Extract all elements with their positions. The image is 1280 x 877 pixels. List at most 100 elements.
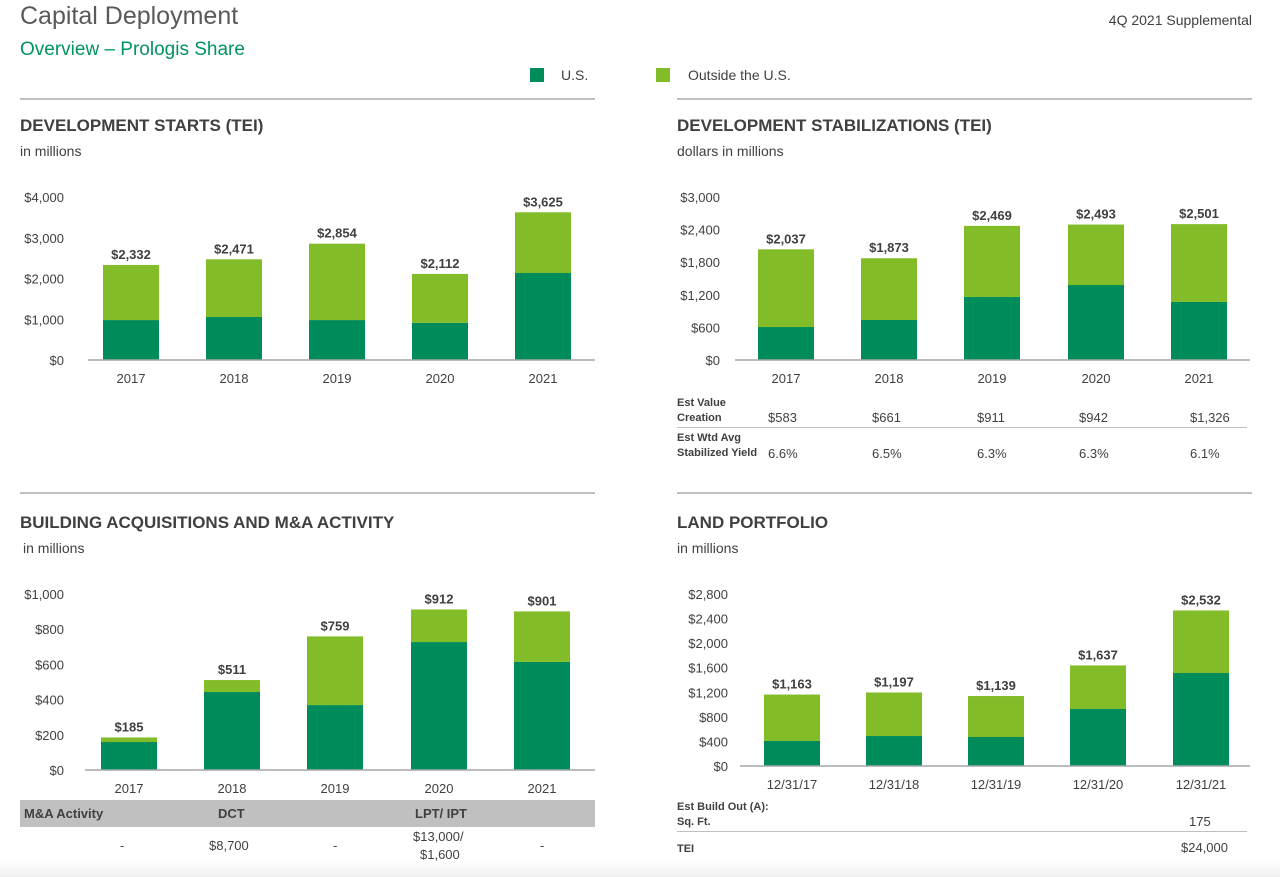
ma-value: -	[333, 838, 338, 853]
x-tick-label: 2021	[528, 781, 557, 796]
bar-segment-us	[964, 296, 1020, 360]
divider	[677, 427, 1247, 428]
tei-value: $24,000	[1181, 840, 1228, 855]
y-tick-label: $2,800	[688, 587, 728, 602]
bar-segment-us	[103, 320, 159, 360]
y-tick-label: $3,000	[24, 231, 64, 246]
x-tick-label: 2017	[772, 371, 801, 386]
row-label: Est Wtd Avg Stabilized Yield	[677, 432, 758, 459]
ma-value: $13,000/	[413, 829, 464, 844]
ma-dct-label: DCT	[218, 806, 245, 821]
y-tick-label: $600	[691, 320, 720, 335]
bar-segment-outside-us	[866, 692, 922, 737]
data-label-total: $2,112	[420, 256, 459, 271]
est-value-creation-cell: $1,326	[1190, 410, 1230, 425]
data-label-total: $2,471	[214, 241, 254, 256]
bar-segment-outside-us	[412, 273, 468, 323]
bar-segment-us	[412, 322, 468, 360]
page-title: Capital Deployment	[20, 2, 239, 30]
y-tick-label: $0	[50, 763, 64, 778]
y-tick-label: $4,000	[24, 190, 64, 205]
bar-segment-us	[764, 740, 820, 766]
bar-segment-us	[968, 737, 1024, 766]
bar-segment-outside-us	[204, 680, 260, 693]
bar-segment-outside-us	[515, 212, 571, 273]
x-tick-label: 12/31/20	[1073, 777, 1124, 792]
bar-segment-us	[411, 642, 467, 770]
est-value-creation-cell: $583	[768, 410, 797, 425]
est-value-creation-cell: $942	[1079, 410, 1108, 425]
est-yield-cell: 6.3%	[1079, 446, 1109, 461]
est-yield-cell: 6.1%	[1190, 446, 1220, 461]
data-label-total: $1,197	[874, 674, 914, 689]
divider	[20, 492, 595, 494]
data-label-total: $2,493	[1076, 207, 1116, 222]
chart-title-land: LAND PORTFOLIO	[677, 513, 829, 532]
y-tick-label: $2,400	[688, 612, 728, 627]
bar-segment-outside-us	[964, 225, 1020, 297]
data-label-total: $3,625	[523, 194, 563, 209]
y-tick-label: $600	[35, 657, 64, 672]
bar-segment-outside-us	[861, 258, 917, 321]
x-tick-label: 2019	[323, 371, 352, 386]
y-tick-label: $1,200	[688, 685, 728, 700]
est-value-creation-cell: $661	[872, 410, 901, 425]
bar-segment-outside-us	[101, 737, 157, 743]
y-tick-label: $2,000	[688, 636, 728, 651]
bar-segment-outside-us	[514, 611, 570, 662]
y-tick-label: $2,400	[680, 223, 720, 238]
ma-lpt-label: LPT/ IPT	[415, 806, 467, 821]
y-tick-label: $400	[35, 693, 64, 708]
est-yield-cell: 6.6%	[768, 446, 798, 461]
data-label-total: $2,469	[972, 208, 1012, 223]
bar-segment-us	[1070, 708, 1126, 766]
legend-swatch-outside	[656, 68, 670, 82]
bar-segment-us	[866, 736, 922, 766]
bar-segment-us	[101, 742, 157, 770]
x-tick-label: 12/31/17	[767, 777, 818, 792]
legend-label-outside: Outside the U.S.	[688, 67, 791, 83]
x-tick-label: 2020	[425, 781, 454, 796]
y-tick-label: $1,000	[24, 587, 64, 602]
page-footer-fade	[0, 862, 1280, 877]
y-tick-label: $2,000	[24, 272, 64, 287]
x-tick-label: 2017	[115, 781, 144, 796]
bar-segment-us	[1171, 301, 1227, 360]
data-label-total: $2,854	[317, 226, 358, 241]
x-tick-label: 2020	[1082, 371, 1111, 386]
x-tick-label: 2017	[117, 371, 146, 386]
divider	[677, 492, 1252, 494]
bar-segment-outside-us	[103, 264, 159, 321]
row-label: Est Value Creation	[677, 397, 726, 424]
bar-segment-us	[1173, 672, 1229, 766]
bar-segment-outside-us	[1068, 224, 1124, 286]
data-label-total: $759	[321, 618, 350, 633]
est-yield-cell: 6.5%	[872, 446, 902, 461]
chart-subtitle-dev-starts: in millions	[20, 143, 82, 159]
page-subtitle: Overview – Prologis Share	[20, 39, 245, 60]
data-label-total: $2,037	[766, 231, 806, 246]
bar-segment-outside-us	[1070, 665, 1126, 709]
data-label-total: $185	[115, 719, 144, 734]
ma-value: -	[120, 838, 125, 853]
y-tick-label: $400	[699, 734, 728, 749]
data-label-total: $1,139	[976, 678, 1016, 693]
bar-segment-outside-us	[309, 243, 365, 321]
data-label-total: $511	[218, 662, 246, 677]
x-tick-label: 12/31/18	[869, 777, 920, 792]
ma-value: -	[540, 838, 545, 853]
chart-title-acquisitions: BUILDING ACQUISITIONS AND M&A ACTIVITY	[20, 513, 395, 532]
y-tick-label: $1,800	[680, 255, 720, 270]
data-label-total: $901	[528, 593, 557, 608]
x-tick-label: 2020	[426, 371, 455, 386]
data-label-total: $1,163	[772, 677, 812, 692]
x-tick-label: 2021	[1185, 371, 1214, 386]
legend-swatch-us	[530, 68, 544, 82]
bar-segment-outside-us	[307, 636, 363, 706]
y-tick-label: $1,200	[680, 288, 720, 303]
chart-title-dev-starts: DEVELOPMENT STARTS (TEI)	[20, 116, 264, 135]
est-value-creation-cell: $911	[977, 410, 1005, 425]
bar-segment-outside-us	[1173, 610, 1229, 673]
bar-segment-outside-us	[968, 696, 1024, 738]
x-tick-label: 2019	[978, 371, 1007, 386]
